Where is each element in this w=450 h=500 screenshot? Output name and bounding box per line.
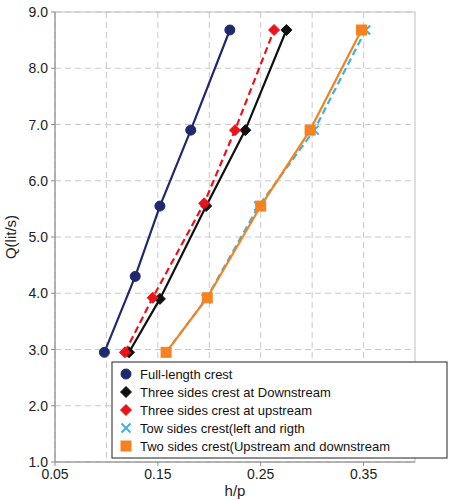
legend-label: Three sides crest at upstream <box>140 403 312 418</box>
point <box>225 25 235 35</box>
point <box>99 347 109 357</box>
legend-label: Three sides crest at Downstream <box>140 385 331 400</box>
y-tick-label: 2.0 <box>29 398 49 414</box>
legend-marker <box>122 424 131 433</box>
y-tick-label: 9.0 <box>29 4 49 20</box>
point <box>281 25 292 36</box>
grid-line-y <box>55 462 415 463</box>
x-axis-title: h/p <box>225 482 246 499</box>
legend-label: Tow sides crest(left and rigth <box>140 421 305 436</box>
y-tick <box>51 462 55 463</box>
series-group <box>99 25 370 358</box>
y-axis-title: Q(lit/s) <box>2 215 19 259</box>
legend-marker <box>121 387 132 398</box>
legend-label: Two sides crest(Upstream and downstream <box>140 439 390 454</box>
y-tick-label: 4.0 <box>29 285 49 301</box>
point <box>269 25 280 36</box>
point <box>202 293 212 303</box>
grid-line-x-minor <box>106 12 107 462</box>
point <box>240 125 251 136</box>
point <box>147 292 158 303</box>
point <box>161 347 171 357</box>
series-line <box>125 30 274 352</box>
series-line <box>166 30 361 352</box>
point <box>305 125 315 135</box>
x-axis <box>55 462 415 463</box>
point <box>155 201 165 211</box>
y-tick <box>51 124 55 125</box>
y-tick-label: 3.0 <box>29 342 49 358</box>
y-tick-label: 7.0 <box>29 117 49 133</box>
chart: 1.02.03.04.05.06.07.08.09.00.050.150.250… <box>0 0 450 500</box>
point <box>199 198 210 209</box>
y-tick <box>51 349 55 350</box>
y-tick <box>51 12 55 13</box>
legend-marker <box>121 369 131 379</box>
x-tick-label: 0.05 <box>41 466 68 482</box>
y-tick-label: 8.0 <box>29 60 49 76</box>
point <box>162 348 171 357</box>
y-tick <box>51 293 55 294</box>
y-tick-label: 5.0 <box>29 229 49 245</box>
y-tick-label: 6.0 <box>29 173 49 189</box>
point <box>119 347 130 358</box>
grid-line-y <box>55 237 415 238</box>
y-tick <box>51 68 55 69</box>
legend: Full-length crest Three sides crest at Do… <box>112 362 447 458</box>
x-tick-label: 0.15 <box>144 466 171 482</box>
grid-line-y <box>55 180 415 181</box>
x-tick-label: 0.35 <box>350 466 377 482</box>
point <box>186 125 196 135</box>
y-tick <box>51 237 55 238</box>
point <box>256 201 266 211</box>
y-tick <box>51 180 55 181</box>
grid-line-y <box>55 293 415 294</box>
legend-marker <box>121 405 132 416</box>
legend-label: Full-length crest <box>140 367 233 382</box>
point <box>230 125 241 136</box>
legend-marker <box>121 441 131 451</box>
point <box>357 25 367 35</box>
grid-line-y <box>55 68 415 69</box>
series-line <box>104 30 229 352</box>
series-line <box>166 30 366 352</box>
legend-box <box>112 362 447 458</box>
y-tick <box>51 405 55 406</box>
series-line <box>129 30 286 352</box>
x-tick-label: 0.25 <box>247 466 274 482</box>
point <box>130 271 140 281</box>
